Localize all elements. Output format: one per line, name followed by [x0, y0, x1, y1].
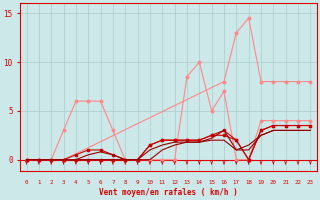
X-axis label: Vent moyen/en rafales ( km/h ): Vent moyen/en rafales ( km/h )	[99, 188, 238, 197]
